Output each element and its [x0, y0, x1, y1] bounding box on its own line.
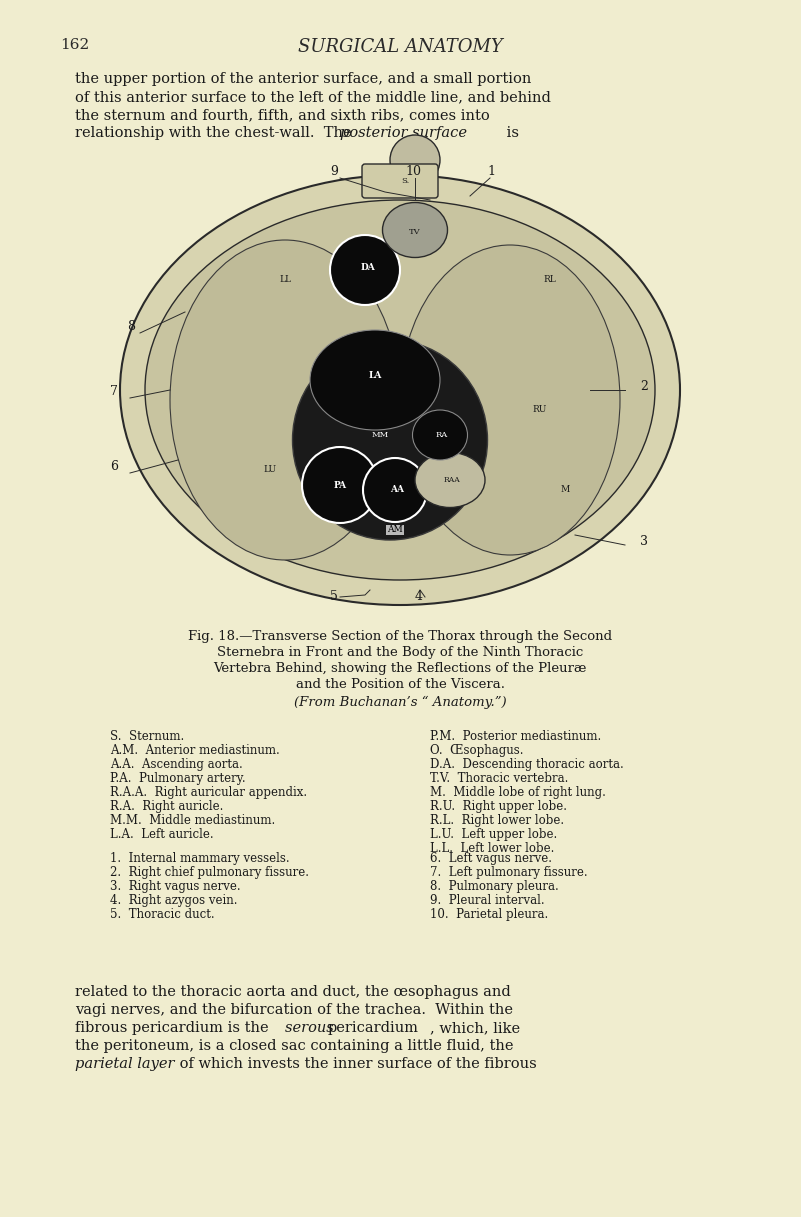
- Text: 162: 162: [60, 38, 89, 52]
- Text: L.U.  Left upper lobe.: L.U. Left upper lobe.: [430, 828, 557, 841]
- Text: R.L.  Right lower lobe.: R.L. Right lower lobe.: [430, 814, 564, 828]
- Text: 2: 2: [640, 380, 648, 393]
- Text: M.  Middle lobe of right lung.: M. Middle lobe of right lung.: [430, 786, 606, 800]
- Text: TV: TV: [409, 228, 421, 236]
- Text: 6: 6: [110, 460, 118, 473]
- Text: RL: RL: [544, 275, 557, 285]
- Text: serous: serous: [285, 1021, 338, 1034]
- Text: SURGICAL ANATOMY: SURGICAL ANATOMY: [298, 38, 502, 56]
- Text: the peritoneum, is a closed sac containing a little fluid, the: the peritoneum, is a closed sac containi…: [75, 1039, 513, 1053]
- Text: Vertebra Behind, showing the Reflections of the Pleuræ: Vertebra Behind, showing the Reflections…: [213, 662, 586, 675]
- Text: and the Position of the Viscera.: and the Position of the Viscera.: [296, 678, 505, 691]
- Text: 5.  Thoracic duct.: 5. Thoracic duct.: [110, 908, 215, 921]
- Text: LU: LU: [264, 465, 276, 475]
- Ellipse shape: [415, 453, 485, 507]
- Text: 10.  Parietal pleura.: 10. Parietal pleura.: [430, 908, 548, 921]
- Text: the upper portion of the anterior surface, and a small portion: the upper portion of the anterior surfac…: [75, 72, 531, 86]
- Text: LL: LL: [279, 275, 291, 285]
- Text: LA: LA: [368, 370, 382, 380]
- Text: vagi nerves, and the bifurcation of the trachea.  Within the: vagi nerves, and the bifurcation of the …: [75, 1003, 513, 1017]
- Text: (From Buchanan’s “ Anatomy.”): (From Buchanan’s “ Anatomy.”): [294, 696, 506, 710]
- Text: M.M.  Middle mediastinum.: M.M. Middle mediastinum.: [110, 814, 276, 828]
- Text: R.U.  Right upper lobe.: R.U. Right upper lobe.: [430, 800, 567, 813]
- Text: 7: 7: [110, 385, 118, 398]
- Text: relationship with the chest-wall.  The: relationship with the chest-wall. The: [75, 127, 356, 140]
- Text: the sternum and fourth, fifth, and sixth ribs, comes into: the sternum and fourth, fifth, and sixth…: [75, 108, 489, 122]
- Text: 9.  Pleural interval.: 9. Pleural interval.: [430, 894, 545, 907]
- Text: Sternebra in Front and the Body of the Ninth Thoracic: Sternebra in Front and the Body of the N…: [217, 646, 583, 658]
- Text: R.A.  Right auricle.: R.A. Right auricle.: [110, 800, 223, 813]
- Circle shape: [302, 447, 378, 523]
- Ellipse shape: [413, 410, 468, 460]
- Ellipse shape: [145, 200, 655, 581]
- Circle shape: [390, 135, 440, 185]
- Ellipse shape: [310, 330, 440, 430]
- Text: P.M.  Posterior mediastinum.: P.M. Posterior mediastinum.: [430, 730, 602, 744]
- Text: 8.  Pulmonary pleura.: 8. Pulmonary pleura.: [430, 880, 559, 893]
- Text: posterior surface: posterior surface: [340, 127, 467, 140]
- Ellipse shape: [170, 240, 400, 560]
- Text: of this anterior surface to the left of the middle line, and behind: of this anterior surface to the left of …: [75, 90, 551, 103]
- Text: of which invests the inner surface of the fibrous: of which invests the inner surface of th…: [175, 1058, 537, 1071]
- Text: 3: 3: [640, 535, 648, 548]
- Circle shape: [363, 458, 427, 522]
- Text: 3.  Right vagus nerve.: 3. Right vagus nerve.: [110, 880, 240, 893]
- Text: L.A.  Left auricle.: L.A. Left auricle.: [110, 828, 214, 841]
- Text: parietal layer: parietal layer: [75, 1058, 175, 1071]
- Text: pericardium: pericardium: [328, 1021, 419, 1034]
- Text: A.A.  Ascending aorta.: A.A. Ascending aorta.: [110, 758, 243, 772]
- Text: M: M: [561, 486, 570, 494]
- Text: related to the thoracic aorta and duct, the œsophagus and: related to the thoracic aorta and duct, …: [75, 985, 511, 999]
- FancyBboxPatch shape: [362, 164, 438, 198]
- Ellipse shape: [292, 340, 488, 540]
- Ellipse shape: [383, 202, 448, 258]
- Text: 9: 9: [330, 166, 338, 178]
- Text: 8: 8: [127, 320, 135, 333]
- Text: 4: 4: [415, 590, 423, 602]
- Text: D.A.  Descending thoracic aorta.: D.A. Descending thoracic aorta.: [430, 758, 624, 772]
- Text: A.M.  Anterior mediastinum.: A.M. Anterior mediastinum.: [110, 744, 280, 757]
- Ellipse shape: [120, 175, 680, 605]
- Text: S.  Sternum.: S. Sternum.: [110, 730, 184, 744]
- Text: R.A.A.  Right auricular appendix.: R.A.A. Right auricular appendix.: [110, 786, 307, 800]
- Text: 4.  Right azygos vein.: 4. Right azygos vein.: [110, 894, 238, 907]
- Text: Fig. 18.—Transverse Section of the Thorax through the Second: Fig. 18.—Transverse Section of the Thora…: [188, 630, 612, 643]
- Text: is: is: [502, 127, 519, 140]
- Text: P.A.  Pulmonary artery.: P.A. Pulmonary artery.: [110, 772, 246, 785]
- Text: , which, like: , which, like: [430, 1021, 520, 1034]
- Text: 1.  Internal mammary vessels.: 1. Internal mammary vessels.: [110, 852, 290, 865]
- Ellipse shape: [400, 245, 620, 555]
- Text: AM: AM: [387, 526, 403, 534]
- Text: 10: 10: [405, 166, 421, 178]
- Text: 2.  Right chief pulmonary fissure.: 2. Right chief pulmonary fissure.: [110, 867, 309, 879]
- Text: AA: AA: [390, 486, 404, 494]
- Text: L.L.  Left lower lobe.: L.L. Left lower lobe.: [430, 842, 554, 856]
- Text: RAA: RAA: [444, 476, 461, 484]
- Circle shape: [330, 235, 400, 305]
- Text: RU: RU: [533, 405, 547, 415]
- Text: 7.  Left pulmonary fissure.: 7. Left pulmonary fissure.: [430, 867, 588, 879]
- Text: fibrous pericardium is the: fibrous pericardium is the: [75, 1021, 273, 1034]
- Text: 5: 5: [330, 590, 338, 602]
- Text: 1: 1: [487, 166, 495, 178]
- Text: S.: S.: [400, 176, 409, 185]
- Text: RA: RA: [436, 431, 448, 439]
- Text: T.V.  Thoracic vertebra.: T.V. Thoracic vertebra.: [430, 772, 569, 785]
- Text: DA: DA: [360, 264, 376, 273]
- Text: 6.  Left vagus nerve.: 6. Left vagus nerve.: [430, 852, 552, 865]
- Text: MM: MM: [372, 431, 388, 439]
- Text: O.  Œsophagus.: O. Œsophagus.: [430, 744, 524, 757]
- Text: PA: PA: [333, 481, 347, 489]
